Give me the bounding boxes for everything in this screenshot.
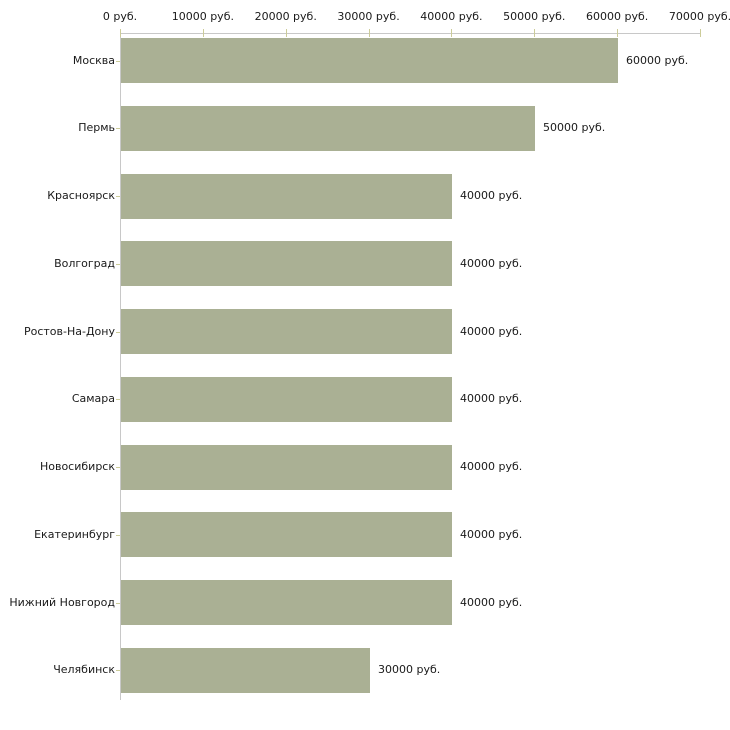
bar-9 — [121, 580, 452, 625]
category-label: Челябинск — [53, 663, 115, 676]
category-label: Москва — [72, 54, 115, 67]
category-label: Самара — [71, 392, 115, 405]
x-tick — [285, 29, 287, 37]
category-label: Нижний Новгород — [9, 596, 115, 609]
value-label: 40000 руб. — [460, 460, 523, 473]
x-tick — [120, 29, 121, 37]
y-tick — [116, 61, 120, 62]
y-tick — [116, 399, 120, 400]
x-tick-label: 70000 руб. — [668, 10, 730, 23]
value-label: 40000 руб. — [460, 528, 523, 541]
x-tick — [368, 29, 370, 37]
category-label: Пермь — [78, 121, 115, 134]
x-axis-line — [120, 33, 701, 34]
category-label: Ростов-На-Дону — [23, 325, 115, 338]
x-tick-label: 60000 руб. — [586, 10, 649, 23]
x-tick-label: 40000 руб. — [420, 10, 483, 23]
x-tick — [534, 29, 536, 37]
y-tick — [116, 467, 120, 468]
y-tick — [116, 535, 120, 536]
bar-1 — [121, 38, 618, 83]
value-label: 60000 руб. — [626, 54, 689, 67]
category-label: Новосибирск — [39, 460, 115, 473]
x-tick — [700, 29, 701, 37]
value-label: 40000 руб. — [460, 325, 523, 338]
bar-5 — [121, 309, 452, 354]
value-label: 40000 руб. — [460, 257, 523, 270]
value-label: 40000 руб. — [460, 596, 523, 609]
x-tick-label: 30000 руб. — [337, 10, 400, 23]
category-label: Екатеринбург — [34, 528, 115, 541]
value-label: 40000 руб. — [460, 392, 523, 405]
x-tick-label: 50000 руб. — [503, 10, 566, 23]
bar-10 — [121, 648, 370, 693]
category-label: Волгоград — [54, 257, 115, 270]
y-tick — [116, 196, 120, 197]
bar-6 — [121, 377, 452, 422]
y-axis-line — [120, 33, 121, 700]
y-tick — [116, 264, 120, 265]
x-tick — [617, 29, 619, 37]
x-tick-label: 20000 руб. — [254, 10, 317, 23]
bar-2 — [121, 106, 535, 151]
x-tick-label: 0 руб. — [102, 10, 138, 23]
y-tick — [116, 670, 120, 671]
value-label: 30000 руб. — [378, 663, 441, 676]
category-label: Красноярск — [47, 189, 115, 202]
bar-7 — [121, 445, 452, 490]
x-tick — [451, 29, 453, 37]
bar-4 — [121, 241, 452, 286]
x-tick — [202, 29, 204, 37]
value-label: 40000 руб. — [460, 189, 523, 202]
value-label: 50000 руб. — [543, 121, 606, 134]
x-tick-label: 10000 руб. — [171, 10, 234, 23]
bar-8 — [121, 512, 452, 557]
y-tick — [116, 128, 120, 129]
y-tick — [116, 603, 120, 604]
y-tick — [116, 332, 120, 333]
bar-3 — [121, 174, 452, 219]
